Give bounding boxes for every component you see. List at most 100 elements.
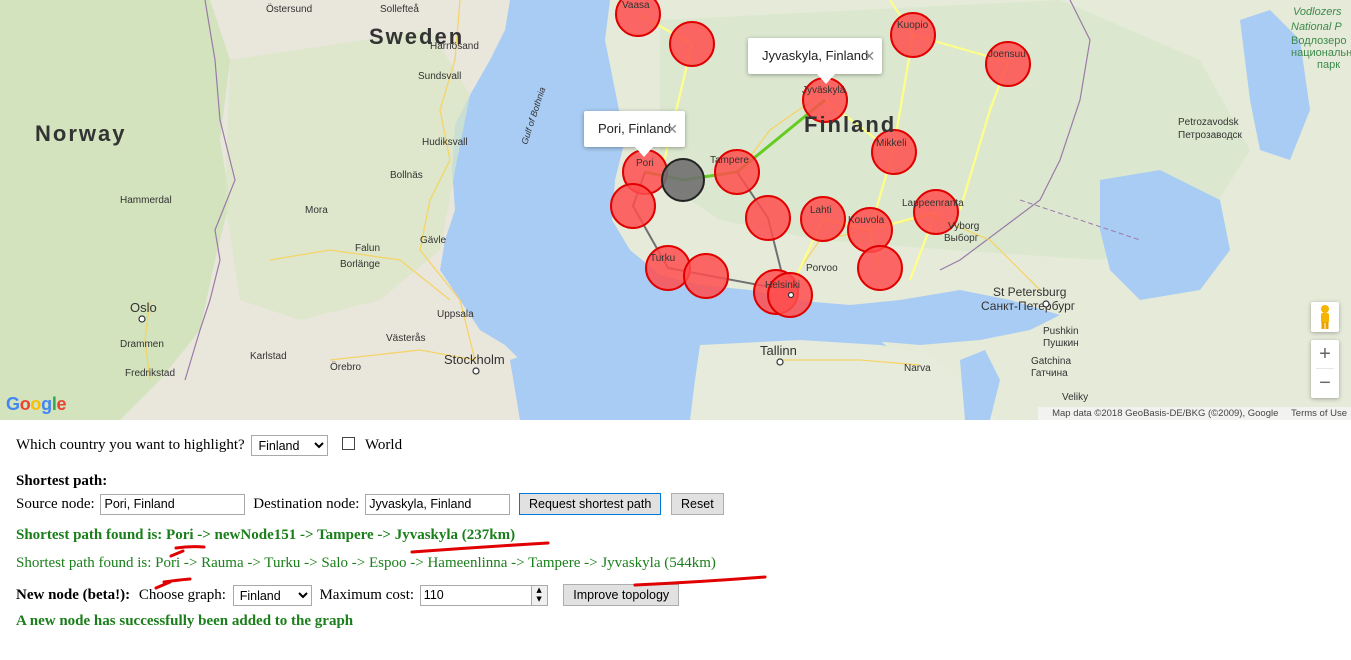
new-node-label: New node (beta!): xyxy=(16,587,131,603)
node-salo xyxy=(683,253,729,299)
estonia-landmass xyxy=(690,340,1000,420)
label-stpetersburg: St Petersburg xyxy=(993,285,1066,299)
node-mikkeli xyxy=(871,129,917,175)
zoom-in-button[interactable]: + xyxy=(1319,343,1331,365)
google-logo: Google xyxy=(6,394,67,414)
label-drammen: Drammen xyxy=(120,339,164,350)
label-petrozavodsk-ru: Петрозаводск xyxy=(1178,130,1243,141)
pori-info-window: Pori, Finland ✕ xyxy=(584,111,685,157)
shortest-path-form: Source node: Destination node: Request s… xyxy=(16,491,1336,517)
label-vodlozero-5: парк xyxy=(1317,59,1340,71)
jyvaskyla-info-window: Jyvaskyla, Finland ✕ xyxy=(748,38,883,84)
pegman-icon xyxy=(1321,305,1329,329)
label-tallinn: Tallinn xyxy=(760,343,797,358)
close-icon[interactable]: ✕ xyxy=(863,48,876,64)
label-karlstad: Karlstad xyxy=(250,351,287,362)
graph-nodes xyxy=(610,0,1031,318)
label-uppsala: Uppsala xyxy=(437,309,474,320)
label-sundsvall: Sundsvall xyxy=(418,71,461,82)
label-hammerdal: Hammerdal xyxy=(120,195,172,206)
map-attribution: Map data ©2018 GeoBasis-DE/BKG (©2009), … xyxy=(1038,407,1351,420)
label-kouvola: Kouvola xyxy=(848,215,885,226)
city-labels: Sundsvall Härnösand Sollefteå Östersund … xyxy=(120,0,1243,403)
close-icon[interactable]: ✕ xyxy=(666,121,678,137)
node-lahti xyxy=(800,196,846,242)
vodlozero-park-label: Vodlozers National P Водлозеро националь… xyxy=(1291,6,1351,71)
controls-panel: Which country you want to highlight? Fin… xyxy=(16,430,1336,631)
label-mikkeli: Mikkeli xyxy=(876,138,907,149)
label-lahti: Lahti xyxy=(810,205,832,216)
pori-info-text: Pori, Finland xyxy=(598,121,671,136)
result2-prefix: Shortest path found is: xyxy=(16,555,156,571)
label-vodlozero-4: национальн xyxy=(1291,47,1351,59)
label-fredrikstad: Fredrikstad xyxy=(125,368,175,379)
label-gatchina-ru: Гатчина xyxy=(1031,368,1068,379)
label-porvoo: Porvoo xyxy=(806,263,838,274)
label-pushkin-ru: Пушкин xyxy=(1043,338,1079,349)
label-norway: Norway xyxy=(35,121,126,146)
street-view-pegman[interactable] xyxy=(1311,302,1339,332)
label-ostersund: Östersund xyxy=(266,3,312,15)
node-lappeenranta xyxy=(913,189,959,235)
label-oslo: Oslo xyxy=(130,300,157,315)
label-orebro: Örebro xyxy=(330,361,362,373)
label-bollnas: Bollnäs xyxy=(390,170,423,181)
label-pori: Pori xyxy=(636,158,654,169)
max-cost-input[interactable] xyxy=(419,584,548,606)
node-tampere xyxy=(714,149,760,195)
result-long-path: Shortest path found is: Pori -> Rauma ->… xyxy=(16,553,1336,573)
label-hudiksvall: Hudiksvall xyxy=(422,137,468,148)
label-gatchina: Gatchina xyxy=(1031,356,1071,367)
reset-button[interactable]: Reset xyxy=(671,493,724,515)
attribution-text: Map data ©2018 GeoBasis-DE/BKG (©2009), … xyxy=(1052,408,1279,419)
label-harnosand: Härnösand xyxy=(430,41,479,52)
country-select[interactable]: Finland xyxy=(251,435,329,457)
max-cost-label: Maximum cost: xyxy=(319,587,415,603)
norway-sweden-border xyxy=(184,0,236,381)
request-shortest-path-button[interactable]: Request shortest path xyxy=(518,493,662,515)
jyvaskyla-info-text: Jyvaskyla, Finland xyxy=(762,48,869,63)
label-vodlozero-1: Vodlozers xyxy=(1293,6,1342,18)
terms-of-use-link[interactable]: Terms of Use xyxy=(1291,408,1347,419)
new-node-row: New node (beta!): Choose graph: Finland … xyxy=(16,583,1336,607)
label-vyborg-ru: Выборг xyxy=(944,232,979,244)
graph-select[interactable]: Finland xyxy=(232,585,312,607)
label-pushkin: Pushkin xyxy=(1043,326,1079,337)
map-view[interactable]: Sweden Norway Finland Gulf of Bothnia Su… xyxy=(0,0,1351,420)
node-kuopio xyxy=(890,12,936,58)
destination-input[interactable] xyxy=(365,493,511,515)
label-helsinki: Helsinki xyxy=(765,280,800,291)
label-vaasa: Vaasa xyxy=(622,0,650,11)
source-input[interactable] xyxy=(100,493,246,515)
label-falun: Falun xyxy=(355,243,380,254)
result1-prefix: Shortest path found is: xyxy=(16,527,167,543)
lake-onega xyxy=(1240,10,1310,160)
label-vasteras: Västerås xyxy=(386,332,425,344)
label-veliky: Veliky xyxy=(1062,392,1088,403)
label-stpetersburg-ru: Санкт-Петербург xyxy=(981,299,1076,313)
highlight-row: Which country you want to highlight? Fin… xyxy=(16,430,1336,460)
label-jyvaskyla: Jyväskylä xyxy=(802,85,846,96)
label-vodlozero-3: Водлозеро xyxy=(1291,35,1346,47)
node-newnode151 xyxy=(661,158,705,202)
label-vodlozero-2: National P xyxy=(1291,21,1342,33)
sweden-forest xyxy=(225,30,470,320)
improve-topology-button[interactable]: Improve topology xyxy=(563,584,680,606)
node-north xyxy=(669,21,715,67)
info-window-tail xyxy=(635,147,653,157)
label-tampere: Tampere xyxy=(710,155,749,166)
label-borlange: Borlänge xyxy=(340,259,380,270)
city-dots xyxy=(138,291,1050,375)
result-short-path: Shortest path found is: Pori -> newNode1… xyxy=(16,525,1336,545)
label-stockholm: Stockholm xyxy=(444,352,505,367)
zoom-out-button[interactable]: − xyxy=(1319,372,1331,394)
lake-peipus xyxy=(960,350,1000,420)
world-checkbox[interactable] xyxy=(342,437,356,450)
label-sollefteaa: Sollefteå xyxy=(380,3,419,15)
max-cost-stepper[interactable]: ▲ ▼ xyxy=(530,585,548,607)
label-turku: Turku xyxy=(650,253,675,264)
label-gavle: Gävle xyxy=(420,235,447,246)
success-message: A new node has successfully been added t… xyxy=(16,613,354,629)
gotland-coast xyxy=(510,350,560,420)
label-kuopio: Kuopio xyxy=(897,20,929,31)
